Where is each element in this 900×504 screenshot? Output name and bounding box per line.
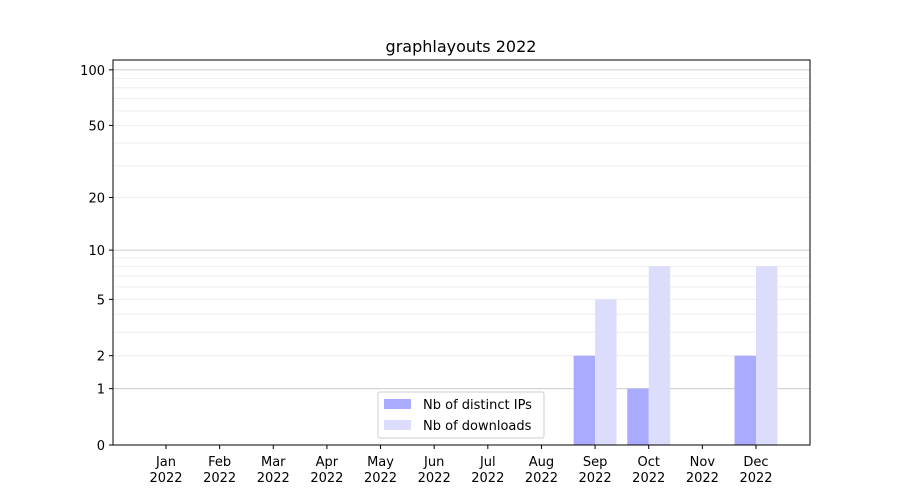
bar-distinct-ips bbox=[627, 388, 649, 445]
plot-frame bbox=[112, 59, 811, 446]
x-tick-label: 2022 bbox=[310, 471, 343, 486]
x-tick-label: Mar bbox=[261, 455, 286, 470]
y-tick-label: 2 bbox=[97, 350, 105, 365]
x-tick-label: Sep bbox=[583, 455, 608, 470]
x-tick-label: 2022 bbox=[203, 471, 236, 486]
legend-box bbox=[377, 391, 545, 439]
chart-title: graphlayouts 2022 bbox=[386, 37, 537, 56]
x-tick-label: 2022 bbox=[364, 471, 397, 486]
bar-distinct-ips bbox=[573, 355, 596, 445]
grid bbox=[113, 69, 810, 390]
legend-swatch-ips bbox=[384, 399, 411, 409]
x-tick-label: Jan bbox=[155, 455, 176, 470]
x-tick-label: Oct bbox=[637, 455, 659, 470]
y-tick-label: 100 bbox=[80, 64, 105, 79]
x-tick-label: 2022 bbox=[739, 471, 772, 486]
x-axis: Jan2022Feb2022Mar2022Apr2022May2022Jun20… bbox=[149, 445, 773, 486]
x-tick-label: May bbox=[367, 455, 394, 470]
x-tick-label: 2022 bbox=[579, 471, 612, 486]
legend-label-ips: Nb of distinct IPs bbox=[423, 398, 532, 413]
x-tick-label: Aug bbox=[529, 455, 554, 470]
x-tick-label: 2022 bbox=[525, 471, 558, 486]
bar-distinct-ips bbox=[734, 355, 756, 445]
x-tick-label: Feb bbox=[208, 455, 231, 470]
x-tick-label: 2022 bbox=[149, 471, 182, 486]
y-tick-label: 50 bbox=[88, 119, 105, 134]
x-tick-label: 2022 bbox=[257, 471, 290, 486]
y-tick-label: 5 bbox=[97, 293, 105, 308]
y-tick-label: 20 bbox=[88, 192, 105, 207]
y-axis: 0 1 2 5 10 20 50 100 bbox=[80, 64, 113, 454]
x-tick-label: Apr bbox=[316, 455, 339, 470]
legend-label-downloads: Nb of downloads bbox=[423, 419, 532, 434]
x-tick-label: 2022 bbox=[471, 471, 504, 486]
x-tick-label: Nov bbox=[690, 455, 716, 470]
legend-swatch-downloads bbox=[384, 420, 411, 430]
y-tick-label: 1 bbox=[97, 383, 105, 398]
x-tick-label: Dec bbox=[743, 455, 768, 470]
y-tick-label: 10 bbox=[88, 244, 105, 259]
bar-downloads bbox=[756, 266, 778, 445]
legend: Nb of distinct IPs Nb of downloads bbox=[377, 391, 545, 439]
y-tick-label: 0 bbox=[97, 439, 105, 454]
x-tick-label: 2022 bbox=[632, 471, 665, 486]
bars bbox=[573, 266, 778, 445]
x-tick-label: 2022 bbox=[418, 471, 451, 486]
bar-downloads bbox=[648, 266, 671, 445]
x-tick-label: 2022 bbox=[686, 471, 719, 486]
x-tick-label: Jun bbox=[423, 455, 444, 470]
bar-downloads bbox=[595, 299, 617, 445]
x-tick-label: Jul bbox=[479, 455, 496, 470]
